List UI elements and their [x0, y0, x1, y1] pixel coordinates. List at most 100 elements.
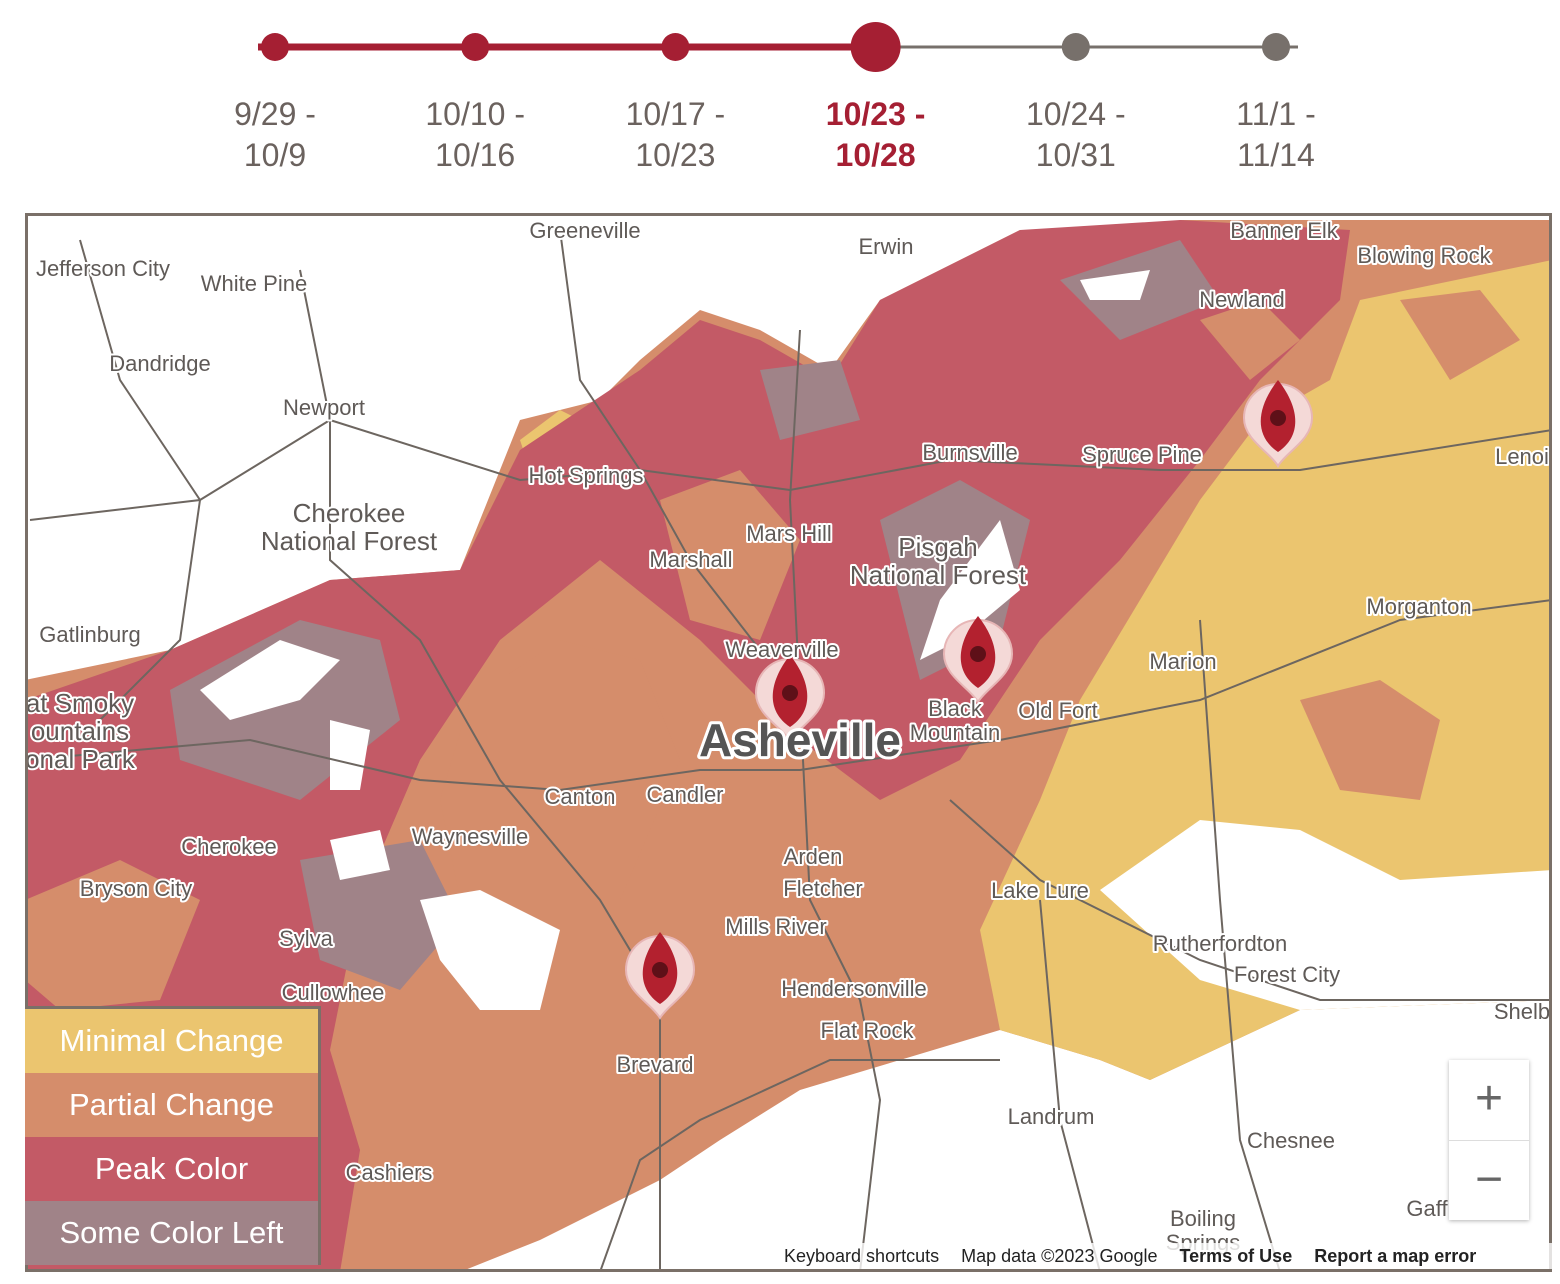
period-line: 10/10 - — [425, 96, 525, 132]
period-line: 10/28 — [835, 137, 916, 173]
legend-item: Peak Color — [25, 1137, 318, 1201]
terms[interactable]: Terms of Use — [1179, 1245, 1293, 1266]
no-data — [920, 520, 1020, 660]
place-label: Jefferson City — [36, 256, 170, 281]
partial-patch — [660, 470, 800, 640]
period-dot[interactable] — [261, 33, 289, 61]
place-label: Fletcher — [783, 876, 862, 901]
peak-region — [28, 220, 1350, 1269]
partial-patch — [1300, 680, 1440, 800]
some-color-region — [760, 360, 860, 440]
place-label: Chesnee — [1247, 1128, 1335, 1153]
period-line: 10/16 — [435, 137, 516, 173]
place-label: Spruce Pine — [1082, 442, 1202, 467]
place-label: Canton — [545, 784, 616, 809]
place-label: Forest City — [1234, 962, 1340, 987]
place-label: Marshall — [649, 547, 732, 572]
fall-marker[interactable] — [624, 932, 696, 1021]
timeline-track — [258, 22, 1298, 72]
place-label: Waynesville — [412, 824, 529, 849]
period-line: 10/23 - — [825, 96, 926, 132]
period-label[interactable]: 10/24 - 10/31 — [976, 94, 1176, 176]
timeline: 9/29 - 10/9 10/10 - 10/16 10/17 - 10/23 10/23 … — [0, 0, 1560, 200]
period-dot[interactable] — [1262, 33, 1290, 61]
place-label: Burnsville — [922, 440, 1017, 465]
place-label: Mountain — [910, 720, 1001, 745]
zoom-in[interactable]: + — [1449, 1060, 1529, 1141]
place-label: Blowing Rock — [1357, 243, 1491, 268]
shortcuts[interactable]: Keyboard shortcuts — [784, 1245, 940, 1266]
period-line: 9/29 - — [234, 96, 316, 132]
period-dot[interactable] — [461, 33, 490, 61]
period-line: 11/14 — [1237, 137, 1315, 173]
place-label: Black — [928, 696, 983, 721]
roads — [28, 229, 1549, 1269]
partial-patch — [1200, 300, 1300, 380]
period-label[interactable]: 11/1 - 11/14 — [1176, 94, 1376, 176]
marker-dot — [782, 685, 798, 701]
period-line: 11/1 - — [1236, 96, 1316, 132]
place-label: Cherokee — [293, 498, 406, 528]
period-line: 10/31 — [1035, 137, 1116, 173]
place-label: Dandridge — [109, 351, 211, 376]
place-label: National Forest — [261, 526, 438, 556]
place-label: Pisgah — [898, 532, 978, 562]
map[interactable]: Greeneville Erwin Banner Elk Blowing Rock Je… — [25, 213, 1552, 1272]
fall-marker[interactable] — [754, 655, 826, 744]
period-dot[interactable] — [850, 22, 901, 72]
place-label: Brevard — [616, 1052, 693, 1077]
marker-dot — [652, 962, 668, 978]
zoom-out[interactable]: − — [1474, 1153, 1504, 1206]
place-label: Hendersonville — [781, 976, 927, 1001]
partial-patch — [1400, 290, 1520, 380]
place-label: White Pine — [201, 271, 307, 296]
no-data — [330, 830, 390, 880]
map-canvas: Greeneville Erwin Banner Elk Blowing Rock Je… — [28, 216, 1549, 1269]
period-line: 10/17 - — [625, 96, 726, 132]
no-data — [330, 720, 370, 790]
place-label: Morganton — [1366, 594, 1471, 619]
place-label: National Forest — [850, 560, 1027, 590]
place-label: Greeneville — [529, 218, 640, 243]
report[interactable]: Report a map error — [1314, 1245, 1477, 1266]
place-label: onal Park — [28, 744, 136, 774]
legend-item: Partial Change — [25, 1073, 318, 1137]
period-label[interactable]: 10/10 - 10/16 — [375, 94, 575, 176]
no-data — [1100, 820, 1549, 1010]
place-label: Mars Hill — [746, 521, 832, 546]
place-label: Gatlinburg — [39, 622, 141, 647]
place-label: Cullowhee — [282, 980, 385, 1005]
fall-marker[interactable] — [1242, 380, 1314, 469]
fall-marker[interactable] — [942, 616, 1014, 705]
legend: Minimal Change Partial Change Peak Color So… — [25, 1006, 321, 1265]
place-label: Landrum — [1008, 1104, 1095, 1129]
period-label[interactable]: 9/29 - 10/9 — [175, 94, 375, 176]
place-label: Newland — [1199, 287, 1285, 312]
no-data — [420, 890, 560, 1010]
place-label: Mills River — [725, 914, 826, 939]
legend-item: Some Color Left — [25, 1201, 318, 1265]
period-dot[interactable] — [661, 33, 690, 61]
place-label: Erwin — [858, 234, 913, 259]
attribution: Map data ©2023 Google — [961, 1245, 1158, 1266]
place-label: Banner Elk — [1230, 218, 1339, 243]
city-label: Asheville — [699, 714, 901, 766]
place-label: Shelb — [1494, 999, 1549, 1024]
place-label: Marion — [1149, 649, 1216, 674]
period-line: 10/23 — [635, 137, 716, 173]
no-data — [200, 640, 340, 720]
period-label[interactable]: 10/17 - 10/23 — [575, 94, 775, 176]
place-label: Weaverville — [725, 637, 838, 662]
place-label: Cashiers — [346, 1160, 433, 1185]
partial-patch — [28, 860, 200, 1010]
marker-dot — [1270, 410, 1286, 426]
place-label: Old Fort — [1018, 698, 1097, 723]
place-label: Flat Rock — [821, 1018, 915, 1043]
period-label[interactable]: 10/23 - 10/28 — [776, 94, 976, 176]
place-label: Rutherfordton — [1153, 931, 1288, 956]
place-label: Candler — [646, 782, 723, 807]
place-label: Hot Springs — [529, 463, 644, 488]
place-label: Gaff — [1406, 1196, 1448, 1221]
period-dot[interactable] — [1061, 33, 1090, 61]
